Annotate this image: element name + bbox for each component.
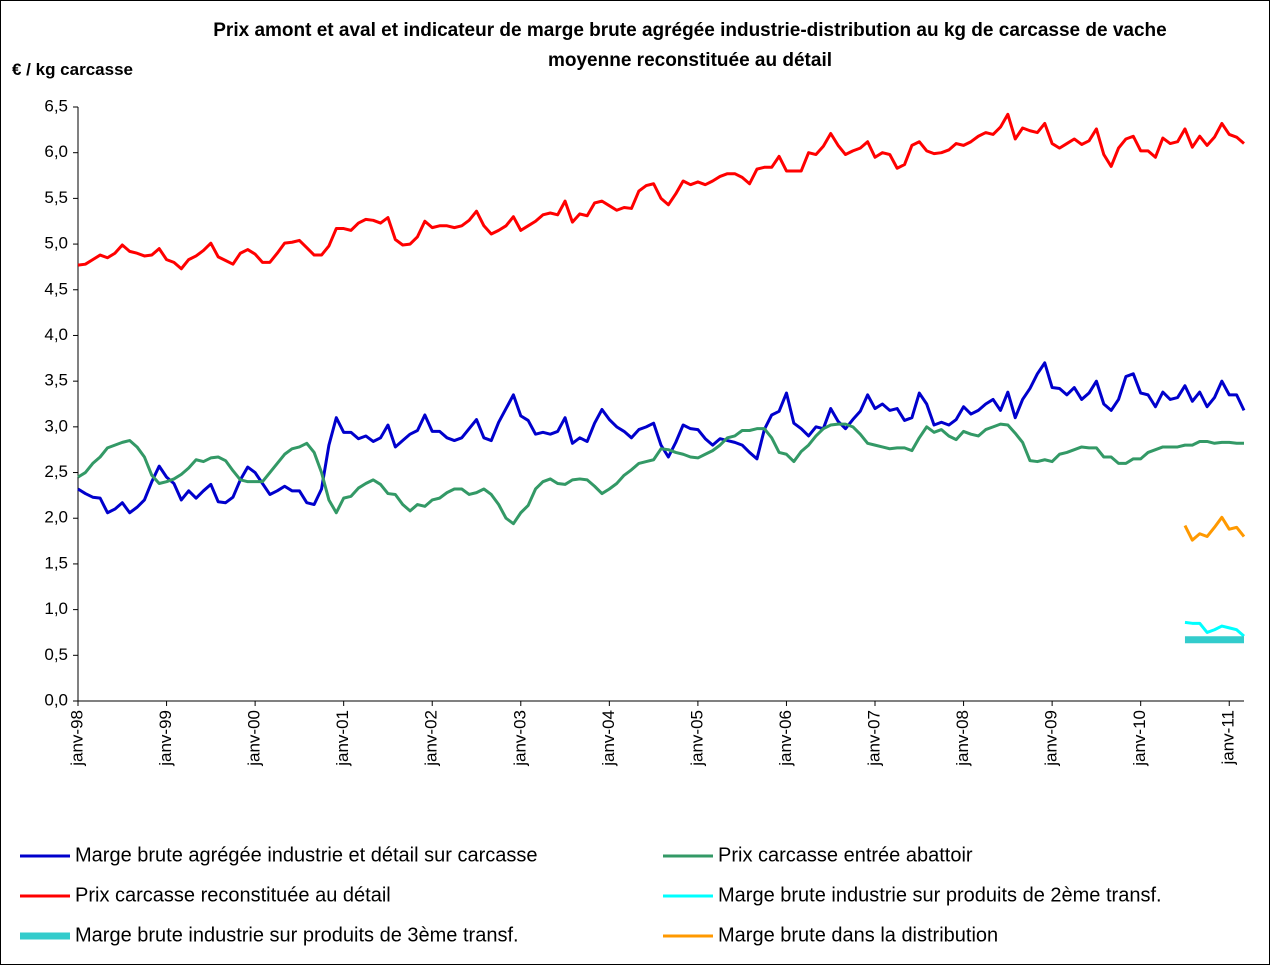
x-tick-label: janv-01 bbox=[333, 710, 352, 767]
legend-label: Marge brute industrie sur produits de 3è… bbox=[75, 924, 519, 946]
y-tick-label: 5,0 bbox=[44, 234, 68, 253]
legend-label: Prix carcasse entrée abattoir bbox=[718, 844, 973, 866]
y-tick-label: 6,5 bbox=[44, 96, 68, 115]
y-tick-label: 2,0 bbox=[44, 508, 68, 527]
series-line bbox=[1184, 620, 1245, 638]
y-tick-label: 0,5 bbox=[44, 645, 68, 664]
x-tick-label: janv-09 bbox=[1042, 710, 1061, 767]
y-tick-label: 3,5 bbox=[44, 371, 68, 390]
y-tick-label: 2,5 bbox=[44, 462, 68, 481]
series-line bbox=[1183, 515, 1246, 542]
legend-label: Prix carcasse reconstituée au détail bbox=[75, 884, 391, 906]
x-tick-label: janv-06 bbox=[776, 710, 795, 767]
y-tick-label: 5,5 bbox=[44, 188, 68, 207]
x-tick-label: janv-02 bbox=[422, 710, 441, 767]
y-tick-label: 1,0 bbox=[44, 599, 68, 618]
y-axis-label: € / kg carcasse bbox=[12, 60, 133, 79]
series-line bbox=[77, 361, 1246, 515]
x-tick-label: janv-08 bbox=[953, 710, 972, 767]
y-tick-label: 4,0 bbox=[44, 325, 68, 344]
x-tick-label: janv-03 bbox=[510, 710, 529, 767]
y-tick-label: 4,5 bbox=[44, 279, 68, 298]
x-tick-label: janv-07 bbox=[864, 710, 883, 767]
series-line bbox=[77, 422, 1244, 526]
y-tick-label: 1,5 bbox=[44, 553, 68, 572]
x-tick-label: janv-00 bbox=[245, 710, 264, 767]
legend-label: Marge brute agrégée industrie et détail … bbox=[75, 844, 537, 866]
series-line bbox=[77, 112, 1245, 271]
legend-label: Marge brute dans la distribution bbox=[718, 924, 998, 946]
x-tick-label: janv-99 bbox=[156, 710, 175, 767]
x-tick-label: janv-11 bbox=[1219, 710, 1238, 766]
y-tick-label: 3,0 bbox=[44, 416, 68, 435]
legend-label: Marge brute industrie sur produits de 2è… bbox=[718, 884, 1162, 906]
y-tick-label: 0,0 bbox=[44, 690, 68, 709]
x-tick-label: janv-04 bbox=[599, 710, 618, 767]
chart-title: Prix amont et aval et indicateur de marg… bbox=[213, 20, 1167, 71]
y-tick-label: 6,0 bbox=[44, 142, 68, 161]
x-tick-label: janv-98 bbox=[67, 710, 86, 767]
x-tick-label: janv-05 bbox=[687, 710, 706, 767]
x-tick-label: janv-10 bbox=[1130, 710, 1149, 767]
